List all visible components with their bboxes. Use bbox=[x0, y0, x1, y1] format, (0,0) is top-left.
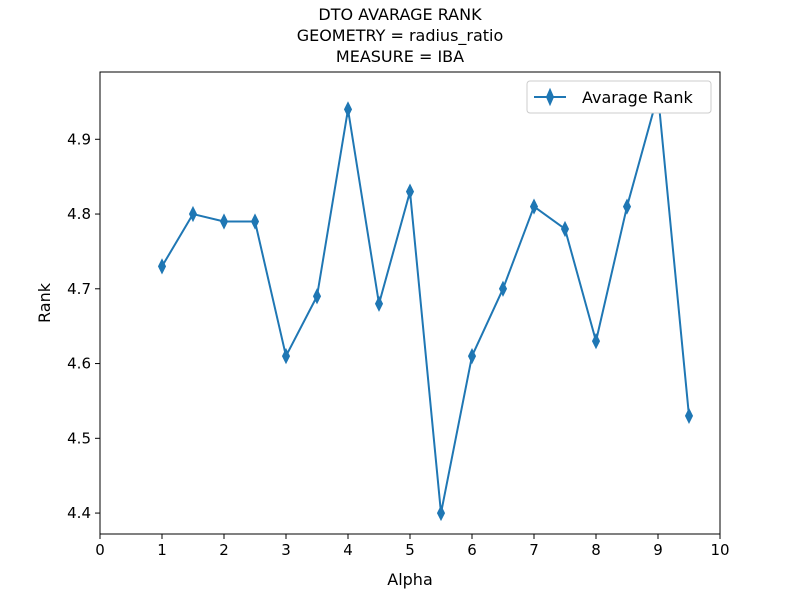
x-tick-label: 3 bbox=[281, 541, 291, 559]
chart-title-line-2: GEOMETRY = radius_ratio bbox=[296, 26, 504, 45]
data-point-marker bbox=[250, 213, 260, 230]
data-point-marker bbox=[281, 347, 291, 365]
y-tick-label: 4.5 bbox=[67, 429, 91, 447]
data-point-marker bbox=[498, 280, 508, 297]
data-point-marker bbox=[591, 333, 601, 350]
y-tick-label: 4.7 bbox=[67, 280, 91, 298]
legend-diamond-marker bbox=[545, 87, 555, 107]
data-point-marker bbox=[312, 288, 322, 305]
data-point-marker bbox=[188, 205, 198, 223]
x-tick-label: 6 bbox=[467, 541, 477, 559]
legend-label: Avarage Rank bbox=[582, 88, 693, 107]
data-point-marker bbox=[436, 504, 446, 522]
chart-title-line-3: MEASURE = IBA bbox=[335, 47, 465, 66]
data-point-marker bbox=[622, 198, 632, 215]
y-axis-label: Rank bbox=[35, 282, 54, 323]
data-point-marker bbox=[467, 347, 477, 365]
legend: Avarage Rank bbox=[526, 80, 712, 114]
data-point-marker bbox=[374, 295, 384, 312]
x-tick-label: 2 bbox=[219, 541, 229, 559]
data-point-marker bbox=[684, 407, 694, 425]
x-tick-label: 10 bbox=[710, 541, 729, 559]
x-tick-label: 5 bbox=[405, 541, 415, 559]
x-tick-label: 8 bbox=[591, 541, 601, 559]
data-point-marker bbox=[219, 213, 229, 230]
x-axis-label: Alpha bbox=[387, 570, 433, 589]
series-line bbox=[161, 93, 690, 515]
y-tick-label: 4.4 bbox=[67, 504, 91, 522]
y-tick-label: 4.8 bbox=[67, 205, 91, 223]
x-tick-label: 1 bbox=[157, 541, 167, 559]
y-tick-label: 4.9 bbox=[67, 130, 91, 148]
data-point-marker bbox=[405, 183, 415, 200]
x-tick-label: 0 bbox=[95, 541, 105, 559]
y-tick-label: 4.6 bbox=[67, 355, 91, 373]
x-tick-label: 4 bbox=[343, 541, 353, 559]
x-tick-label: 7 bbox=[529, 541, 539, 559]
data-point-marker bbox=[560, 220, 570, 238]
data-point-marker bbox=[343, 101, 353, 118]
data-point-marker bbox=[157, 258, 167, 275]
chart-title-line-1: DTO AVARAGE RANK bbox=[318, 5, 482, 24]
legend-box bbox=[526, 80, 712, 114]
data-point-marker bbox=[529, 198, 539, 215]
x-tick-label: 9 bbox=[653, 541, 663, 559]
plot-frame bbox=[99, 71, 721, 535]
